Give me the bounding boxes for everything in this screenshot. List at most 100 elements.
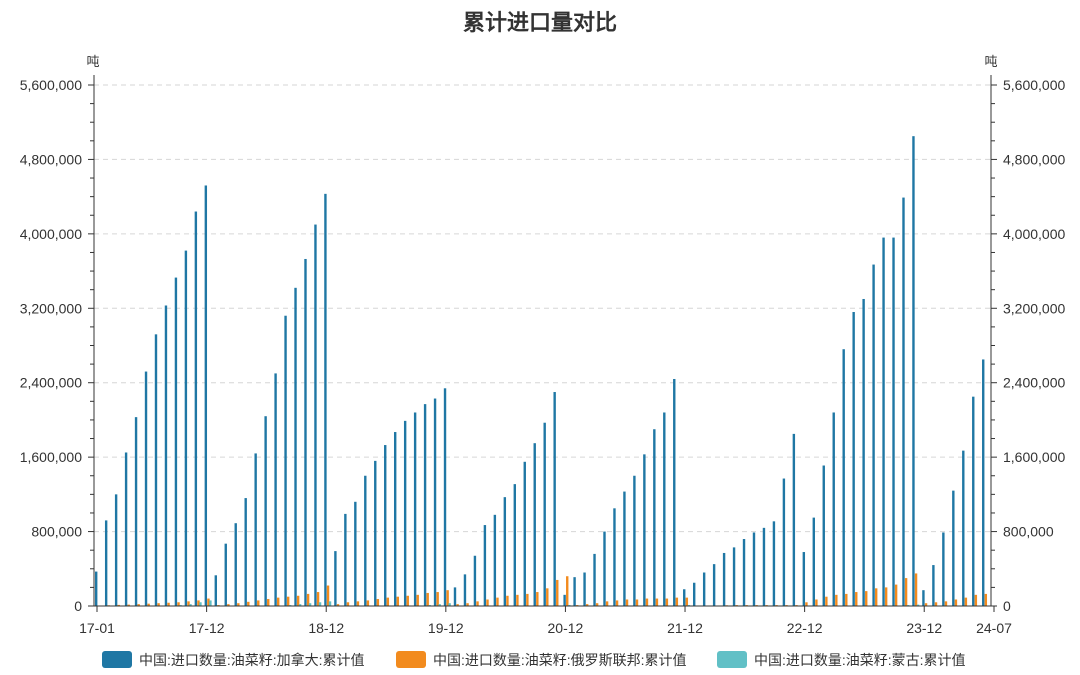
bar-canada [762, 527, 766, 606]
bar-russia [904, 578, 908, 606]
legend-label: 中国:进口数量:油菜籽:蒙古:累计值 [754, 652, 966, 668]
bar-mongolia [308, 603, 312, 606]
y-tick-label-left: 5,600,000 [20, 77, 82, 93]
bar-russia [366, 600, 370, 606]
bar-mongolia [328, 601, 332, 606]
bar-canada [822, 465, 825, 606]
bar-russia [944, 601, 948, 606]
y-tick-label-right: 2,400,000 [1003, 375, 1065, 391]
bar-canada [284, 315, 287, 606]
bar-canada [453, 587, 457, 606]
bar-russia [356, 601, 360, 606]
bar-russia [615, 600, 619, 606]
bar-canada [732, 547, 736, 606]
bar-mongolia [199, 602, 202, 606]
x-tick-label: 23-12 [906, 620, 942, 636]
axes: 0 0 800,000 800,000 1,600,000 1,600,000 2,400,… [20, 75, 1065, 636]
bar-canada [573, 577, 576, 606]
bar-russia [376, 599, 380, 606]
bar-canada [473, 555, 477, 606]
bar-russia [805, 602, 808, 606]
y-tick-label-right: 3,200,000 [1003, 300, 1065, 316]
bar-canada [972, 396, 975, 606]
bar-canada [872, 264, 875, 606]
bar-russia [655, 598, 659, 606]
bar-russia [825, 596, 828, 606]
bar-russia [446, 590, 449, 606]
x-tick-label: 18-12 [308, 620, 344, 636]
bar-russia [237, 603, 240, 606]
bar-canada [643, 454, 646, 606]
bar-canada [772, 521, 776, 606]
y-tick-label-left: 4,000,000 [20, 226, 82, 242]
y-tick-label-right: 4,000,000 [1003, 226, 1065, 242]
bar-canada [393, 432, 397, 606]
bar-russia [595, 603, 599, 606]
bar-canada [423, 404, 427, 606]
bar-canada [802, 552, 806, 606]
bar-russia [456, 604, 459, 606]
bar-russia [605, 601, 609, 606]
bar-russia [984, 593, 988, 606]
bar-russia [416, 594, 419, 606]
bar-russia [685, 597, 689, 606]
bar-russia [486, 599, 489, 606]
bar-canada [952, 490, 955, 606]
bar-russia [855, 592, 858, 606]
bar-canada [304, 258, 307, 606]
bar-canada [782, 478, 786, 606]
bar-russia [117, 604, 120, 606]
bar-canada [842, 349, 845, 606]
bar-russia [406, 595, 409, 606]
bar-canada [862, 298, 865, 606]
bar-canada [94, 571, 98, 606]
bar-canada [174, 277, 178, 606]
bar-canada [114, 494, 118, 606]
bar-canada [892, 237, 895, 607]
bar-russia [496, 597, 499, 606]
bar-mongolia [298, 604, 302, 606]
bar-russia [815, 599, 818, 606]
bar-canada [403, 420, 407, 606]
bar-russia [147, 603, 150, 606]
y-tick-label-left: 3,200,000 [20, 300, 82, 316]
y-tick-label-right: 800,000 [1003, 524, 1054, 540]
legend-label: 中国:进口数量:油菜籽:加拿大:累计值 [139, 652, 365, 668]
y-tick-label-left: 1,600,000 [20, 449, 82, 465]
bar-canada [902, 197, 905, 606]
bar-russia [207, 598, 210, 606]
legend-item-russia[interactable]: 中国:进口数量:油菜籽:俄罗斯联邦:累计值 [396, 651, 687, 668]
bar-russia [585, 604, 589, 606]
legend[interactable]: 中国:进口数量:油菜籽:加拿大:累计值 中国:进口数量:油菜籽:俄罗斯联邦:累计值… [102, 651, 966, 668]
bar-canada [912, 136, 915, 606]
bar-canada [722, 552, 726, 606]
bar-canada [144, 371, 148, 606]
bar-russia [257, 600, 260, 606]
x-tick-label: 24-07 [976, 620, 1012, 636]
bar-canada [354, 501, 357, 606]
bar-canada [264, 416, 267, 606]
bar-canada [194, 211, 198, 606]
bar-russia [227, 604, 230, 606]
bar-canada [583, 572, 586, 606]
legend-item-canada[interactable]: 中国:进口数量:油菜籽:加拿大:累计值 [102, 651, 365, 668]
bar-russia [884, 587, 888, 606]
bar-russia [426, 592, 429, 606]
bar-canada [184, 250, 188, 606]
bar-russia [296, 595, 300, 606]
bar-canada [742, 539, 746, 606]
bar-canada [852, 312, 855, 606]
bar-canada [752, 532, 756, 606]
bar-russia [267, 599, 270, 606]
y-tick-label-right: 0 [1003, 598, 1011, 614]
legend-item-mongolia[interactable]: 中国:进口数量:油菜籽:蒙古:累计值 [717, 651, 966, 668]
bar-canada [204, 185, 208, 606]
bar-russia [835, 594, 838, 606]
bar-russia [326, 585, 330, 606]
bar-canada [324, 193, 327, 606]
bar-russia [894, 584, 898, 606]
gridlines [94, 84, 991, 533]
x-tick-label: 20-12 [548, 620, 584, 636]
bar-canada [214, 575, 217, 606]
